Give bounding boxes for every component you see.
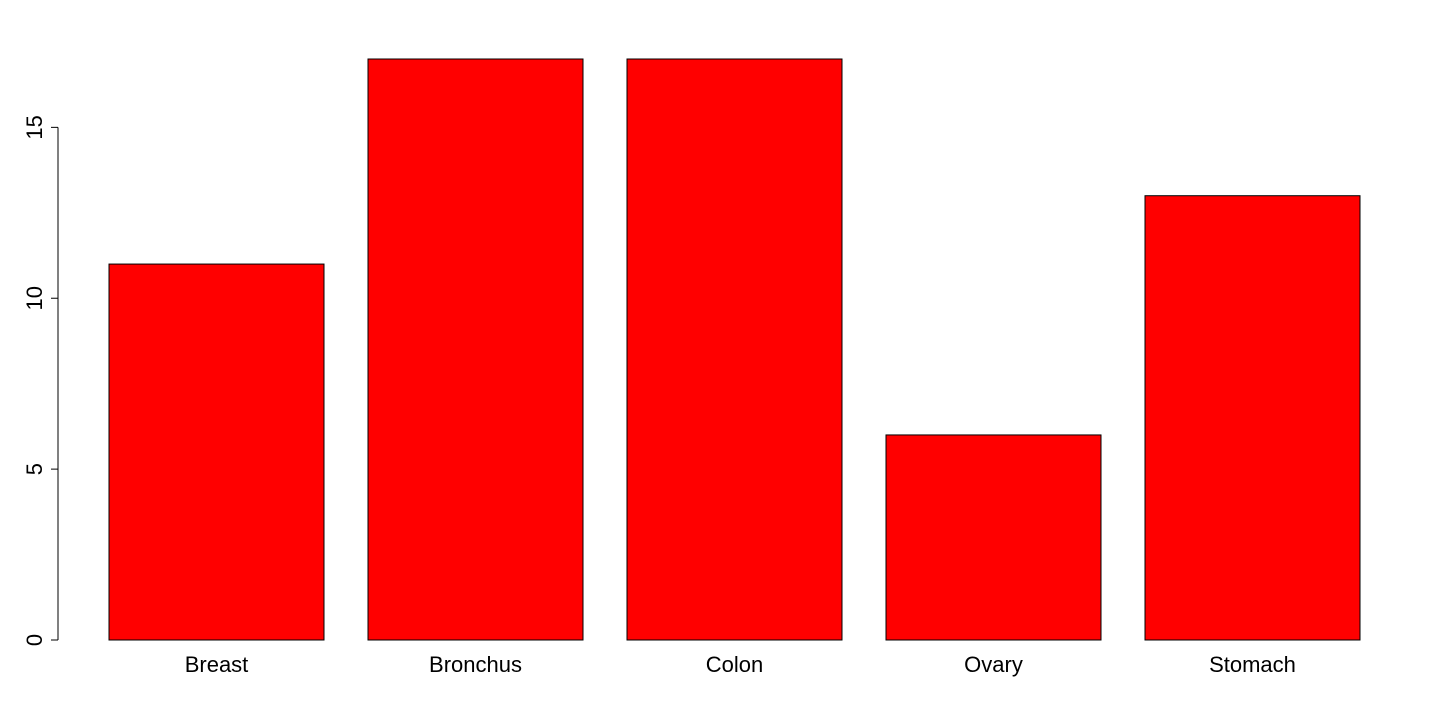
x-tick-label: Stomach (1209, 652, 1296, 677)
x-tick-label: Colon (706, 652, 763, 677)
y-tick-label: 0 (22, 634, 47, 646)
y-tick-label: 15 (22, 115, 47, 139)
bars-group (108, 58, 1361, 641)
x-tick-label: Ovary (964, 652, 1023, 677)
bar-stomach (1144, 195, 1361, 641)
y-tick-label: 5 (22, 463, 47, 475)
bar-breast (108, 263, 325, 641)
y-tick-label: 10 (22, 286, 47, 310)
y-axis: 0 5 10 15 (22, 115, 59, 646)
x-axis-labels: Breast Bronchus Colon Ovary Stomach (185, 652, 1296, 677)
bar-ovary (885, 434, 1102, 641)
bar-colon (626, 58, 843, 641)
x-tick-label: Breast (185, 652, 249, 677)
bar-bronchus (367, 58, 584, 641)
x-tick-label: Bronchus (429, 652, 522, 677)
